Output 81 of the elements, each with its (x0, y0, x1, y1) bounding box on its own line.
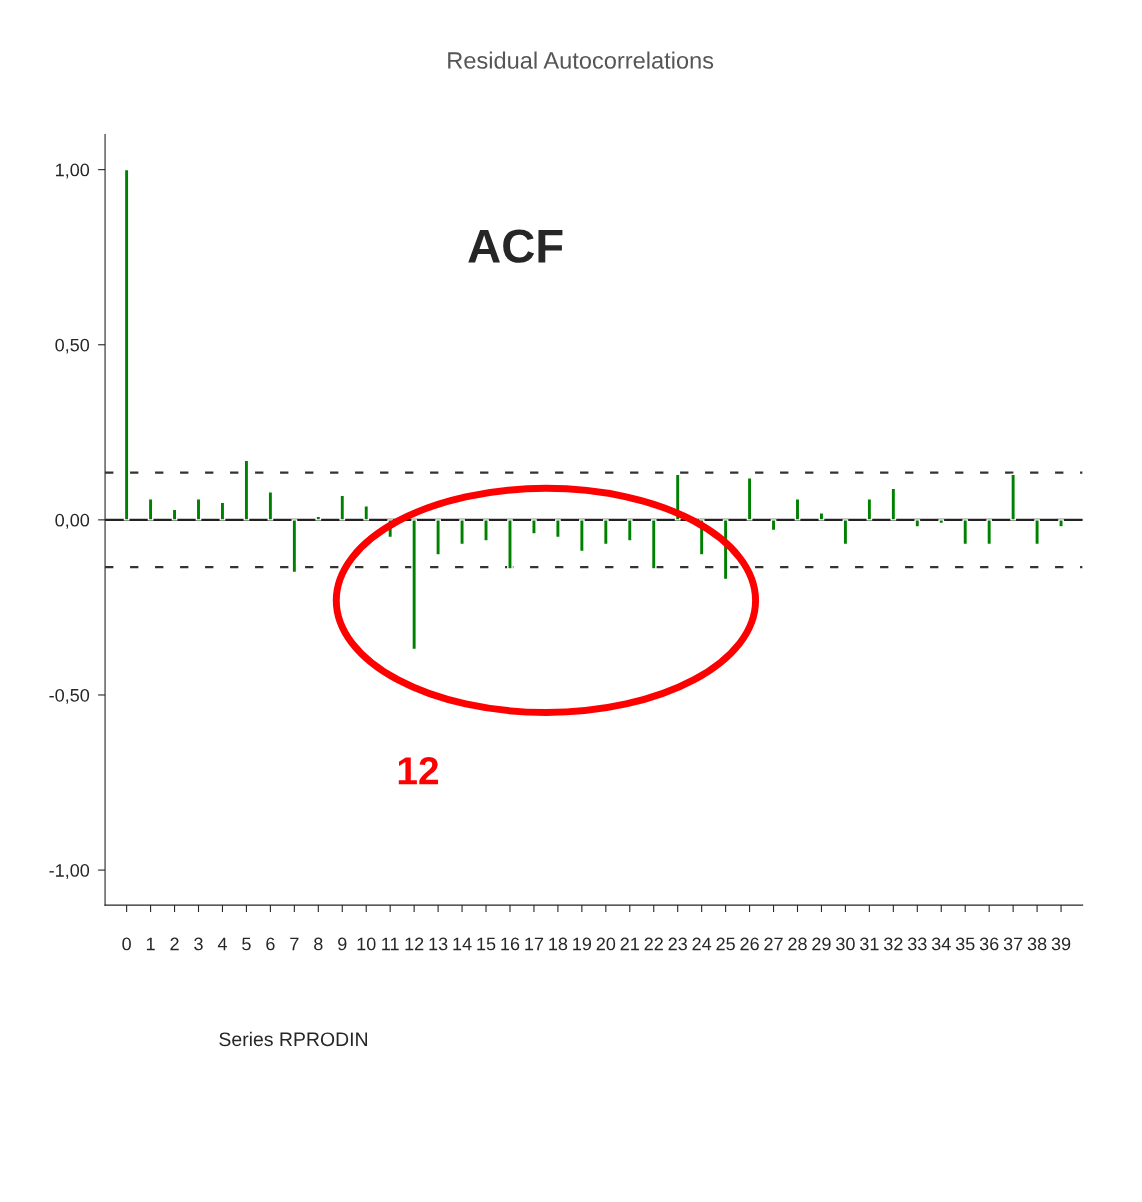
x-tick-label: 19 (573, 937, 592, 951)
x-tick-label: 30 (836, 937, 855, 951)
x-tick-label: 12 (405, 937, 424, 951)
y-tick-label: -0,50 (49, 688, 90, 704)
x-tick-label: 7 (290, 937, 299, 951)
bar (435, 519, 441, 556)
text: Series RPRODIN (219, 1031, 367, 1047)
x-tick-label: 37 (1003, 937, 1023, 951)
bar (339, 494, 346, 521)
x-tick-label: 21 (620, 937, 639, 951)
x-tick-label: 15 (477, 937, 496, 951)
x-tick-label: 18 (549, 937, 568, 951)
bar (1058, 519, 1064, 528)
x-tick-label: 8 (314, 937, 323, 951)
bar (363, 505, 370, 521)
bar (171, 508, 178, 521)
x-tick-label: 1 (146, 937, 155, 951)
x-tick-label: 0 (122, 937, 131, 951)
bar (938, 519, 945, 525)
bar (555, 519, 561, 539)
x-tick-label: 20 (596, 937, 616, 951)
x-tick-label: 32 (883, 937, 903, 951)
bar (507, 519, 513, 570)
x-tick-label: 4 (217, 937, 227, 951)
bar (411, 519, 417, 651)
bar (602, 519, 609, 546)
x-tick-label: 9 (338, 937, 347, 951)
chart-title: Residual Autocorrelations (448, 51, 714, 69)
annotation: 12 (398, 756, 439, 785)
y-tick-label: 0,00 (55, 513, 90, 529)
bar (914, 519, 921, 528)
x-tick-label: 39 (1051, 937, 1071, 951)
bar (579, 519, 585, 553)
bar (794, 498, 801, 521)
bar (650, 519, 657, 570)
bar (195, 498, 202, 521)
bar (866, 498, 873, 521)
x-tick-label: 5 (242, 937, 251, 951)
x-tick-label: 31 (860, 937, 879, 951)
bar (1034, 519, 1040, 546)
x-tick-label: 24 (692, 937, 712, 951)
bar (818, 512, 825, 521)
bar (770, 519, 777, 532)
x-tick-label: 13 (429, 937, 448, 951)
bar (1010, 473, 1016, 521)
bar (459, 519, 465, 546)
x-tick-label: 11 (382, 937, 399, 951)
bar (962, 519, 969, 546)
x-tick-label: 27 (764, 937, 783, 951)
x-tick-label: 17 (525, 937, 544, 951)
y-tick-label: 0,50 (55, 338, 90, 354)
x-tick-label: 6 (266, 937, 275, 951)
x-tick-label: 14 (453, 937, 472, 951)
x-tick-label: 10 (357, 937, 376, 951)
bar (147, 498, 154, 521)
bar (626, 519, 633, 542)
x-tick-label: 35 (955, 937, 975, 951)
bar (890, 487, 897, 521)
x-tick-label: 25 (716, 937, 735, 951)
x-tick-label: 23 (668, 937, 687, 951)
bar (531, 519, 537, 535)
x-tick-label: 36 (979, 937, 999, 951)
bar (315, 515, 322, 521)
x-tick-label: 38 (1027, 937, 1047, 951)
bar (483, 519, 489, 542)
x-tick-label: 16 (501, 937, 520, 951)
x-tick-label: 2 (170, 937, 179, 951)
x-tick-label: 3 (194, 937, 203, 951)
x-tick-label: 29 (812, 937, 831, 951)
annotation: ACF (468, 229, 563, 263)
x-tick-label: 34 (931, 937, 951, 951)
bar (291, 519, 298, 574)
x-tick-label: 33 (907, 937, 927, 951)
bar (986, 519, 993, 546)
bar (219, 501, 226, 521)
bar (267, 491, 274, 521)
x-tick-label: 26 (740, 937, 759, 951)
y-tick-label: -1,00 (49, 864, 90, 879)
y-tick-label: 1,00 (56, 163, 90, 179)
x-tick-label: 22 (644, 937, 663, 951)
x-tick-label: 28 (788, 937, 807, 951)
